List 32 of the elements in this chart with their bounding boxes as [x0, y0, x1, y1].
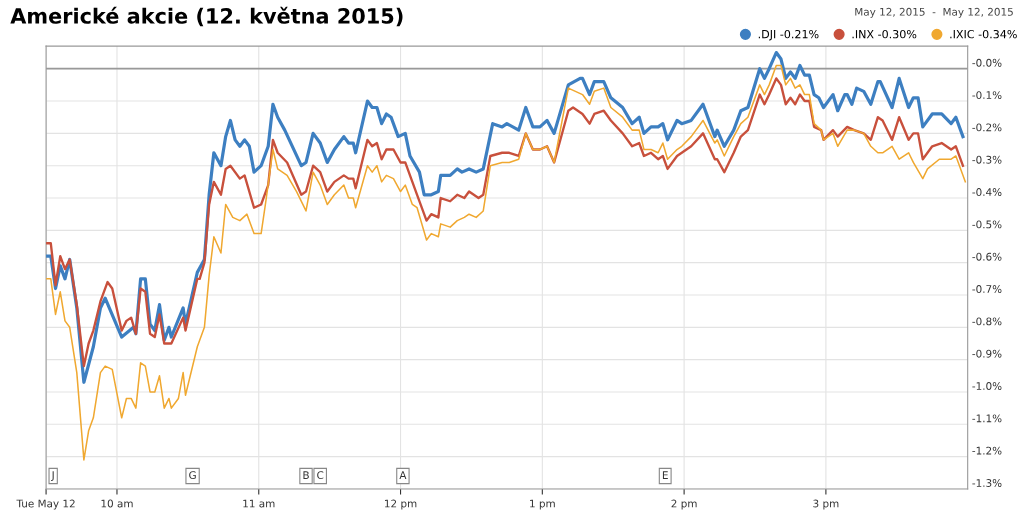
y-tick-label: -0.2%	[972, 123, 1002, 132]
annotation: J	[51, 471, 54, 481]
legend-label: .INX -0.30%	[852, 29, 917, 39]
y-tick-label: -0.3%	[972, 155, 1002, 164]
y-tick-label: -1.3%	[972, 479, 1002, 487]
y-tick-label: -0.8%	[972, 317, 1002, 326]
x-tick-label: 11 am	[243, 499, 275, 508]
y-tick-label: -0.6%	[972, 252, 1002, 261]
annotation: E	[662, 471, 668, 479]
x-tick-label: 12 pm	[385, 499, 417, 510]
y-tick-label: -1.1%	[972, 414, 1002, 423]
chart-title: Americké akcie (12. května 2015)	[10, 6, 403, 27]
y-tick-label: -1.2%	[972, 446, 1002, 455]
x-tick-label: 10 am	[101, 499, 133, 508]
x-tick-label: 1 pm	[530, 499, 555, 510]
x-tick-label: 2 pm	[671, 499, 697, 510]
x-tick-label: 3 pm	[813, 499, 839, 510]
y-tick-label: -0.1%	[972, 91, 1002, 100]
y-tick-label: -0.0%	[972, 58, 1002, 67]
annotation: B	[303, 471, 309, 479]
legend-label: .IXIC -0.34%	[950, 29, 1017, 39]
x-tick-label: Tue May 12	[16, 499, 75, 510]
y-tick-label: -0.9%	[972, 349, 1002, 358]
y-tick-label: -1.0%	[972, 382, 1002, 390]
y-tick-label: -0.5%	[972, 220, 1002, 229]
y-tick-label: -0.7%	[972, 285, 1002, 293]
y-tick-label: -0.4%	[972, 188, 1002, 196]
legend-label: .DJI -0.21%	[758, 29, 819, 41]
chart-subtitle: May 12, 2015 - May 12, 2015	[855, 7, 1013, 18]
annotation: C	[317, 471, 324, 480]
annotation: G	[189, 471, 196, 480]
annotation: A	[399, 471, 407, 479]
